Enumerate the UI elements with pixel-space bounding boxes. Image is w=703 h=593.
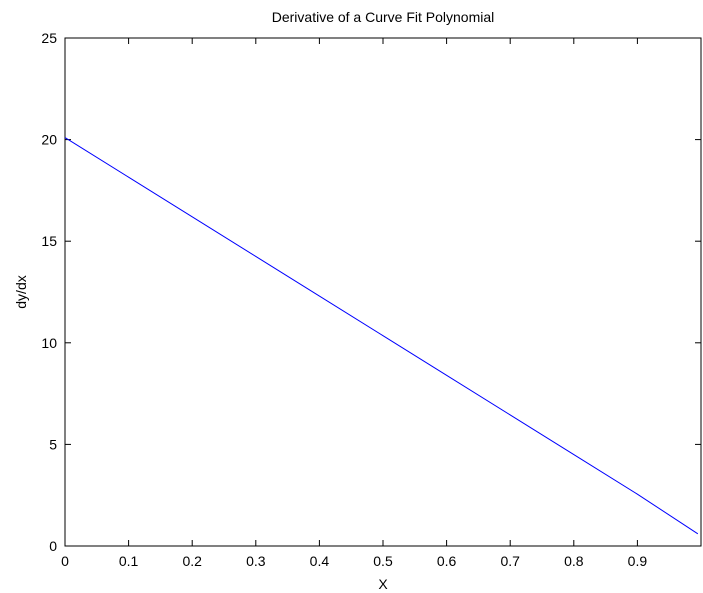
series-line bbox=[64, 137, 699, 535]
x-tick-label: 0.4 bbox=[310, 553, 330, 569]
x-tick-label: 0.6 bbox=[437, 553, 457, 569]
y-tick-label: 25 bbox=[41, 30, 57, 46]
y-tick-label: 0 bbox=[49, 538, 57, 554]
x-tick-label: 0.3 bbox=[246, 553, 266, 569]
plot-area-frame bbox=[64, 37, 702, 547]
y-tick-label: 20 bbox=[41, 132, 57, 148]
x-axis-label: X bbox=[378, 576, 388, 592]
x-tick-label: 0.5 bbox=[373, 553, 393, 569]
series-layer bbox=[64, 137, 699, 535]
axis-tick-labels: 0 0.1 0.2 0.3 0.4 0.5 0.6 0.7 0.8 0.9 0 5 10 15 20 25 bbox=[41, 30, 647, 569]
y-tick-label: 5 bbox=[49, 436, 57, 452]
axis-ticks bbox=[64, 37, 701, 547]
x-tick-label: 0.2 bbox=[182, 553, 202, 569]
x-tick-label: 0 bbox=[61, 553, 69, 569]
x-tick-label: 0.8 bbox=[564, 553, 584, 569]
chart-title: Derivative of a Curve Fit Polynomial bbox=[272, 9, 495, 25]
y-tick-label: 10 bbox=[41, 335, 57, 351]
x-tick-label: 0.9 bbox=[628, 553, 648, 569]
y-tick-label: 15 bbox=[41, 233, 57, 249]
y-axis-label: dy/dx bbox=[13, 275, 29, 308]
x-tick-label: 0.7 bbox=[500, 553, 520, 569]
x-tick-label: 0.1 bbox=[119, 553, 139, 569]
